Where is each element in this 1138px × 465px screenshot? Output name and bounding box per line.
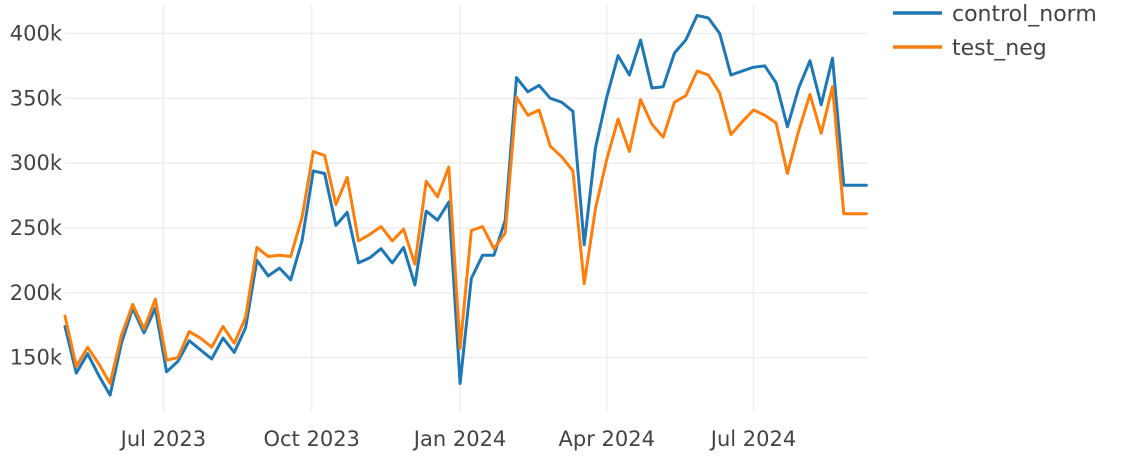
y-tick-label: 400k [10, 22, 63, 46]
grid-lines [65, 5, 868, 412]
x-tick-label: Apr 2024 [559, 427, 655, 451]
y-tick-label: 250k [10, 216, 63, 240]
x-tick-label: Jul 2024 [709, 427, 796, 451]
x-tick-label: Jul 2023 [119, 427, 206, 451]
series-lines [63, 13, 868, 397]
legend-label-control-norm: control_norm [952, 2, 1097, 27]
series-line-test-neg[interactable] [63, 69, 868, 385]
legend-item-test-neg[interactable]: test_neg [893, 36, 1047, 61]
y-tick-label: 300k [10, 151, 63, 175]
legend[interactable]: control_norm test_neg [893, 2, 1097, 61]
legend-item-control-norm[interactable]: control_norm [893, 2, 1097, 27]
x-tick-label: Oct 2023 [263, 427, 359, 451]
series-line-control-norm[interactable] [63, 13, 868, 397]
x-axis-ticks: Jul 2023 Oct 2023 Jan 2024 Apr 2024 Jul 2024 [119, 427, 797, 451]
y-tick-label: 350k [10, 86, 63, 110]
y-axis-ticks: 150k 200k 250k 300k 350k 400k [10, 22, 63, 370]
y-tick-label: 200k [10, 281, 63, 305]
legend-label-test-neg: test_neg [952, 36, 1047, 61]
y-tick-label: 150k [10, 346, 63, 370]
x-tick-label: Jan 2024 [412, 427, 507, 451]
